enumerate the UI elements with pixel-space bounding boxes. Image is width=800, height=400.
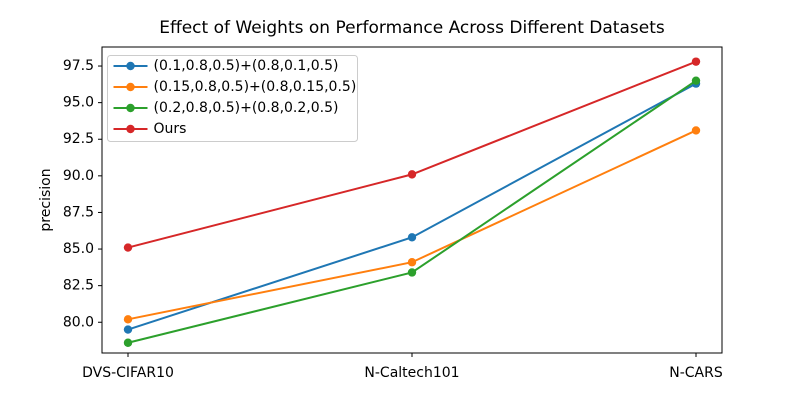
y-tick-label: 95.0 — [63, 95, 94, 111]
legend-marker-3 — [126, 124, 135, 134]
data-point-1-1 — [407, 258, 417, 267]
legend-marker-2 — [126, 103, 135, 113]
y-tick-label: 97.5 — [63, 58, 94, 74]
x-tick-label: DVS-CIFAR10 — [82, 365, 174, 381]
y-tick-label: 92.5 — [63, 131, 94, 147]
data-point-1-0 — [123, 315, 133, 324]
data-point-0-0 — [123, 325, 133, 334]
legend-box — [107, 55, 358, 142]
data-point-3-2 — [691, 57, 701, 66]
data-point-2-1 — [407, 268, 417, 277]
y-tick-label: 90.0 — [63, 168, 94, 184]
data-point-3-0 — [123, 243, 133, 252]
chart-title: Effect of Weights on Performance Across … — [159, 18, 665, 38]
legend-marker-0 — [126, 61, 135, 71]
data-point-0-1 — [407, 233, 417, 242]
legend-label-2: (0.2,0.8,0.5)+(0.8,0.2,0.5) — [154, 100, 339, 116]
data-point-1-2 — [691, 126, 701, 135]
x-tick-label: N-CARS — [669, 365, 723, 381]
legend-label-3: Ours — [154, 121, 187, 137]
data-point-3-1 — [407, 170, 417, 179]
data-point-2-0 — [123, 338, 133, 347]
y-tick-label: 85.0 — [63, 241, 94, 257]
legend-label-0: (0.1,0.8,0.5)+(0.8,0.1,0.5) — [154, 58, 339, 74]
y-tick-label: 82.5 — [63, 278, 94, 294]
legend-marker-1 — [126, 82, 135, 92]
y-tick-label: 80.0 — [63, 314, 94, 330]
y-tick-label: 87.5 — [63, 204, 94, 220]
legend-label-1: (0.15,0.8,0.5)+(0.8,0.15,0.5) — [154, 79, 357, 95]
data-point-2-2 — [691, 76, 701, 85]
x-tick-label: N-Caltech101 — [364, 365, 459, 381]
y-axis-label: precision — [38, 168, 54, 232]
